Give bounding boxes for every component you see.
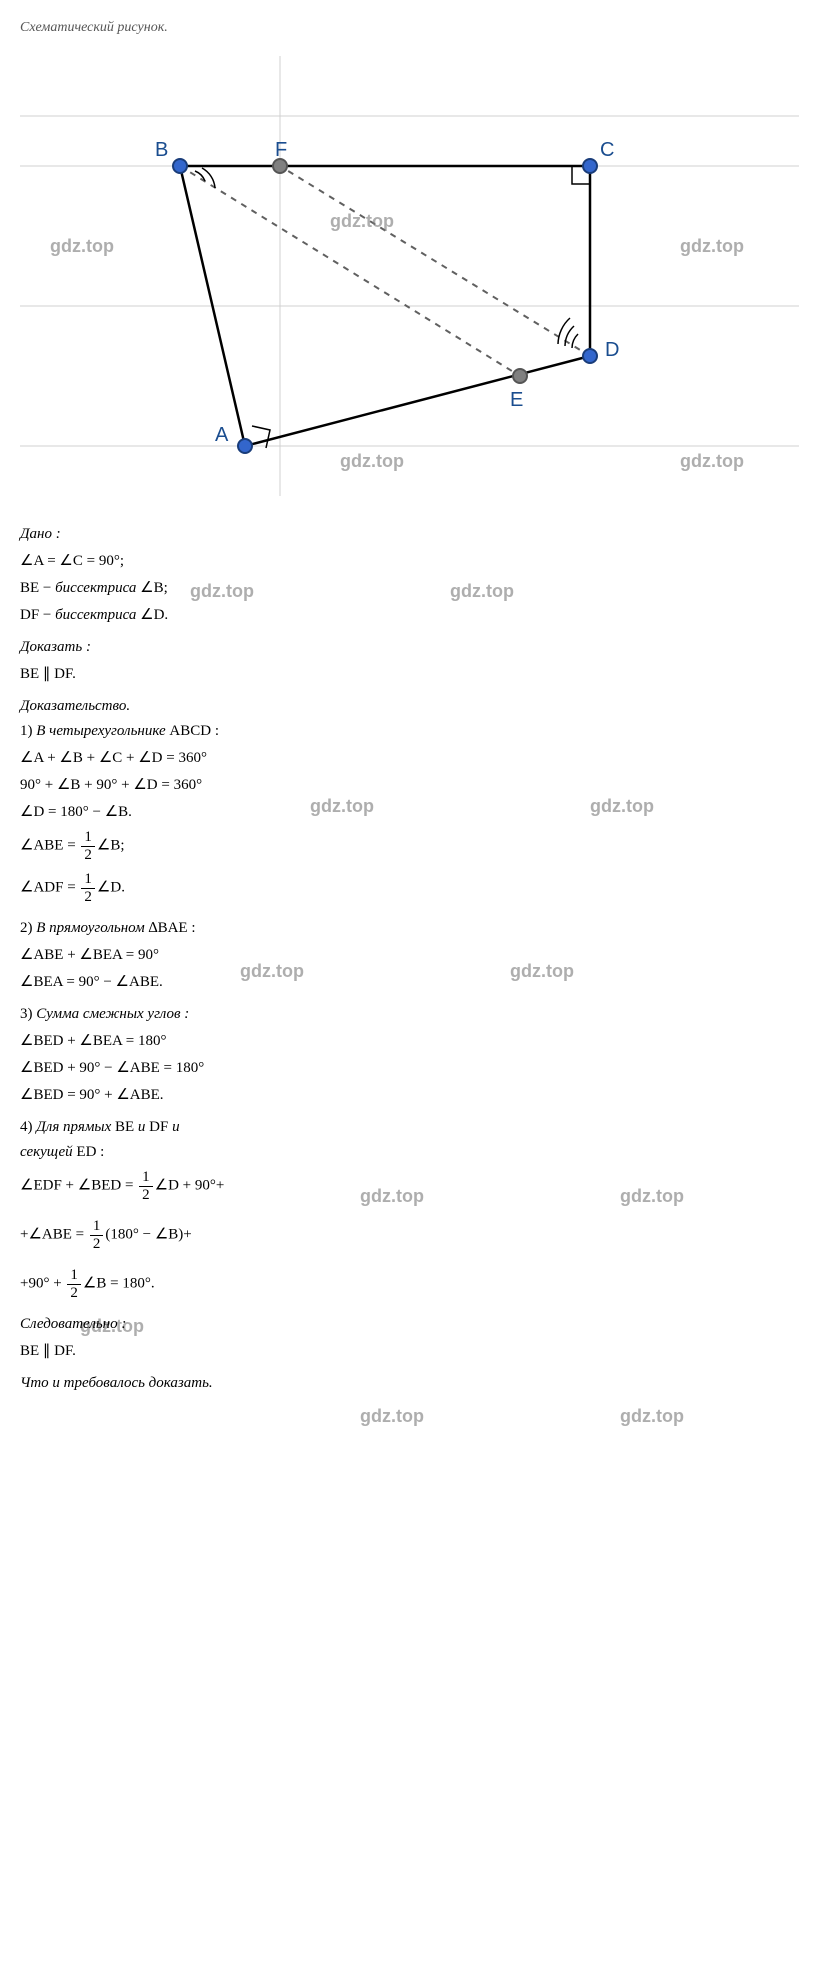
svg-text:E: E (510, 389, 523, 411)
text: BE (115, 1119, 134, 1135)
fraction: 12 (81, 871, 95, 905)
text: ∠D + 90°+ (155, 1177, 225, 1193)
svg-text:A: A (215, 424, 229, 446)
text: ∆BAE : (148, 920, 195, 936)
step-title: 4) Для прямых BE и DF и (20, 1119, 799, 1136)
text: Сумма смежных углов : (36, 1006, 189, 1022)
dokazat-header: Доказать : (20, 639, 799, 656)
numerator: 1 (81, 871, 95, 889)
text: BE − (20, 580, 55, 596)
text: (180° − ∠B)+ (105, 1226, 191, 1242)
svg-text:F: F (275, 139, 287, 161)
math-line: ∠ADF = 12∠D. (20, 871, 799, 905)
text: DF − (20, 607, 55, 623)
denominator: 2 (90, 1236, 104, 1253)
text: секущей (20, 1144, 76, 1160)
dokazat-line: BE ∥ DF. (20, 664, 799, 683)
math-line: +90° + 12∠B = 180°. (20, 1267, 799, 1301)
text: и (168, 1119, 179, 1135)
schematic-title: Схематический рисунок. (20, 20, 799, 36)
text: +90° + (20, 1275, 65, 1291)
geometry-diagram: A B C D E F gdz.top gdz.top gdz.top gdz.… (20, 56, 799, 496)
denominator: 2 (81, 889, 95, 906)
denominator: 2 (81, 847, 95, 864)
math-line: секущей ED : (20, 1144, 799, 1161)
text: 4) (20, 1119, 36, 1135)
step-title: 2) В прямоугольном ∆BAE : (20, 920, 799, 937)
step-title: 3) Сумма смежных углов : (20, 1006, 799, 1023)
text: ∠ABE = (20, 837, 79, 853)
svg-text:B: B (155, 139, 168, 161)
proof-header: Доказательство. (20, 698, 799, 715)
text: Для прямых (36, 1119, 115, 1135)
math-line: ∠EDF + ∠BED = 12∠D + 90°+ (20, 1169, 799, 1203)
svg-text:D: D (605, 339, 619, 361)
qed: Что и требовалось доказать. (20, 1375, 799, 1392)
denominator: 2 (139, 1187, 153, 1204)
text: 2) (20, 920, 36, 936)
text: ∠B; (97, 837, 125, 853)
text: и (134, 1119, 149, 1135)
proof-content: Дано : ∠A = ∠C = 90°; BE − биссектриса ∠… (20, 526, 799, 1392)
dano-line: DF − биссектриса ∠D. (20, 605, 799, 624)
numerator: 1 (81, 829, 95, 847)
math-line: ∠ABE + ∠BEA = 90° (20, 945, 799, 964)
math-line: ∠BEA = 90° − ∠ABE. (20, 972, 799, 991)
math-line: 90° + ∠B + 90° + ∠D = 360° (20, 775, 799, 794)
watermark: gdz.top (360, 1406, 424, 1427)
text: ∠D. (97, 879, 125, 895)
text: ∠B; (140, 580, 168, 596)
fraction: 12 (67, 1267, 81, 1301)
text: биссектриса (55, 580, 140, 596)
math-line: ∠A + ∠B + ∠C + ∠D = 360° (20, 748, 799, 767)
fraction: 12 (139, 1169, 153, 1203)
dano-line: ∠A = ∠C = 90°; (20, 551, 799, 570)
denominator: 2 (67, 1285, 81, 1302)
conclusion-header: Следовательно : (20, 1316, 799, 1333)
math-line: ∠BED + ∠BEA = 180° (20, 1031, 799, 1050)
text: ED : (76, 1144, 104, 1160)
numerator: 1 (90, 1218, 104, 1236)
math-line: ∠BED = 90° + ∠ABE. (20, 1085, 799, 1104)
math-line: ∠BED + 90° − ∠ABE = 180° (20, 1058, 799, 1077)
math-line: ∠ABE = 12∠B; (20, 829, 799, 863)
dano-line: BE − биссектриса ∠B; (20, 578, 799, 597)
text: ∠D. (140, 607, 168, 623)
dano-header: Дано : (20, 526, 799, 543)
numerator: 1 (139, 1169, 153, 1187)
text: В прямоугольном (36, 920, 148, 936)
fraction: 12 (90, 1218, 104, 1252)
svg-text:C: C (600, 139, 614, 161)
text: В четырехугольнике (36, 723, 169, 739)
text: 3) (20, 1006, 36, 1022)
watermark: gdz.top (620, 1406, 684, 1427)
conclusion: BE ∥ DF. (20, 1341, 799, 1360)
step-title: 1) В четырехугольнике ABCD : (20, 723, 799, 740)
text: ∠EDF + ∠BED = (20, 1177, 137, 1193)
text: ∠ADF = (20, 879, 79, 895)
text: 1) (20, 723, 36, 739)
fraction: 12 (81, 829, 95, 863)
text: биссектриса (55, 607, 140, 623)
math-line: +∠ABE = 12(180° − ∠B)+ (20, 1218, 799, 1252)
text: ∠B = 180°. (83, 1275, 155, 1291)
text: DF (149, 1119, 168, 1135)
text: +∠ABE = (20, 1226, 88, 1242)
numerator: 1 (67, 1267, 81, 1285)
math-line: ∠D = 180° − ∠B. (20, 802, 799, 821)
text: ABCD : (169, 723, 219, 739)
